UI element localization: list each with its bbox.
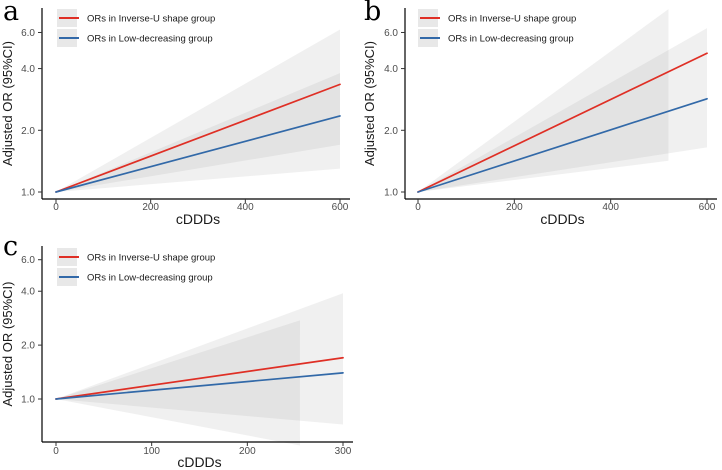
y-axis-title: Adjusted OR (95%CI) [0, 282, 15, 407]
panel-c-chart: 0 100 200 300 1.0 2.0 4.0 6.0 cDDDs Adjusted OR (… [0, 246, 353, 470]
x-tick-label: 200 [142, 202, 159, 213]
panel-letter-b: b [364, 0, 382, 27]
y-tick-label: 6.0 [21, 255, 35, 266]
x-tick-label: 100 [143, 446, 160, 457]
panel-a-chart: 0 200 400 600 1.0 2.0 4.0 6.0 cDDDs Adjusted OR (… [0, 8, 350, 227]
x-tick-label: 600 [699, 202, 716, 213]
y-tick-label: 2.0 [21, 126, 35, 137]
y-tick-label: 6.0 [384, 28, 398, 39]
or-line-red [55, 356, 344, 400]
panel-letter-a: a [3, 0, 20, 27]
panel-letter-c: c [3, 231, 19, 262]
legend-label: ORs in Inverse-U shape group [448, 14, 576, 25]
y-axis-title: Adjusted OR (95%CI) [0, 41, 15, 166]
y-tick-label: 4.0 [384, 64, 398, 75]
x-axis-title: cDDDs [177, 454, 221, 470]
ci-ribbon-blue [56, 320, 300, 446]
y-tick-label: 1.0 [384, 188, 398, 199]
x-tick-label: 200 [506, 202, 523, 213]
y-tick-label: 1.0 [21, 188, 35, 199]
y-tick-label: 4.0 [21, 287, 35, 298]
legend-label: ORs in Low-decreasing group [87, 34, 213, 45]
or-line-blue [55, 371, 344, 400]
y-axis-title: Adjusted OR (95%CI) [362, 41, 377, 166]
y-tick-label: 1.0 [21, 395, 35, 406]
legend-label: ORs in Inverse-U shape group [87, 14, 215, 25]
or-line-red [417, 52, 708, 193]
x-tick-label: 200 [239, 446, 256, 457]
x-tick-label: 400 [602, 202, 619, 213]
x-tick-label: 0 [53, 202, 59, 213]
y-tick-label: 6.0 [21, 28, 35, 39]
legend-label: ORs in Inverse-U shape group [87, 253, 215, 264]
y-tick-label: 2.0 [21, 341, 35, 352]
legend-label: ORs in Low-decreasing group [448, 34, 574, 45]
y-tick-label: 4.0 [21, 64, 35, 75]
or-line-blue [55, 115, 341, 193]
or-line-blue [417, 97, 708, 193]
ci-ribbon-red [56, 29, 340, 192]
panel-b-chart: 0 200 400 600 1.0 2.0 4.0 6.0 cDDDs Adjusted OR (… [362, 8, 717, 227]
x-tick-label: 300 [335, 446, 352, 457]
legend-label: ORs in Low-decreasing group [87, 273, 213, 284]
x-tick-label: 0 [53, 446, 59, 457]
x-axis-title: cDDDs [540, 211, 584, 227]
x-tick-label: 400 [237, 202, 254, 213]
y-tick-label: 2.0 [384, 126, 398, 137]
or-line-red [55, 83, 341, 193]
x-tick-label: 0 [415, 202, 421, 213]
ci-ribbon-blue [56, 73, 340, 192]
x-tick-label: 600 [332, 202, 349, 213]
x-axis-title: cDDDs [176, 211, 220, 227]
ci-ribbon-red [418, 28, 707, 192]
